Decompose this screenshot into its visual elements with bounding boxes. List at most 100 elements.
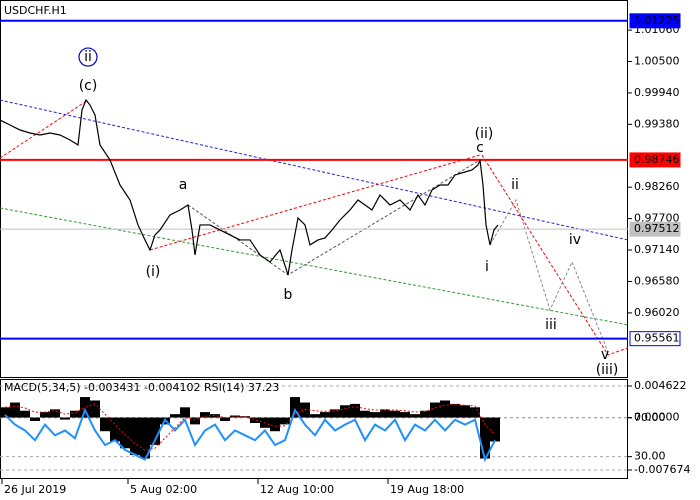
y-tick-label: 0.98260 [634, 180, 680, 193]
histogram-bar [170, 414, 180, 418]
histogram-bar [430, 402, 440, 418]
histogram-bar [250, 417, 260, 424]
histogram-bar [290, 397, 300, 418]
histogram-bar [180, 407, 190, 418]
trend-line [481, 154, 629, 356]
histogram-bar [370, 412, 380, 418]
histogram-bar [460, 405, 470, 418]
y-tick-label: 1.00500 [634, 54, 680, 67]
x-tick-label: 12 Aug 10:00 [260, 483, 334, 496]
histogram-bar [300, 402, 310, 418]
histogram-bar [360, 410, 370, 418]
y-tick-label: 0.00000 [634, 411, 680, 424]
histogram-bar [70, 410, 80, 418]
histogram-bar [490, 417, 500, 442]
y-tick-label: -0.007674 [634, 463, 690, 476]
y-tick-label: 70.00 [634, 411, 666, 424]
histogram-bar [130, 417, 140, 456]
histogram-bar [330, 409, 340, 418]
wave-label: (iii) [596, 362, 619, 378]
histogram-bar [140, 417, 150, 459]
wave-label: ii [84, 49, 92, 65]
signal-line [4, 403, 496, 451]
y-tick-label: 0.99380 [634, 117, 680, 130]
wave-label: v [601, 347, 609, 363]
histogram-bar [350, 403, 360, 418]
histogram-bar [20, 410, 30, 418]
histogram-bar [230, 415, 240, 418]
y-tick-label: 0.96580 [634, 274, 680, 287]
x-tick-label: 26 Jul 2019 [4, 483, 66, 496]
wave-label: a [179, 177, 188, 193]
histogram-bar [470, 407, 480, 418]
histogram-bar [60, 417, 70, 420]
y-tick-label: 0.004622 [634, 379, 687, 392]
histogram-bar [220, 417, 230, 421]
histogram-bar [410, 414, 420, 418]
level-label: 0.98746 [634, 153, 680, 166]
y-tick-label: 30.00 [634, 450, 666, 463]
wave-label: (ii) [475, 126, 494, 142]
level-label: 0.97512 [634, 222, 680, 235]
histogram-bar [390, 410, 400, 418]
histogram-bar [200, 412, 210, 418]
trend-line [0, 99, 89, 159]
level-box [629, 152, 681, 168]
histogram-bar [90, 400, 100, 418]
histogram-bar [310, 414, 320, 418]
histogram-bar [340, 405, 350, 418]
level-box [629, 221, 681, 237]
price-line [0, 98, 499, 276]
histogram-bar [120, 417, 130, 449]
x-tick-label: 19 Aug 18:00 [390, 483, 464, 496]
main-frame [0, 0, 628, 378]
wave-label: (i) [146, 264, 161, 280]
trend-line [489, 198, 609, 353]
histogram-bar [0, 407, 10, 418]
y-tick-label: 0.97700 [634, 212, 680, 225]
rsi-line [4, 407, 496, 463]
histogram-bar [80, 397, 90, 418]
histogram-bar [150, 417, 160, 445]
histogram-bar [270, 417, 280, 432]
wave-label: (c) [79, 78, 98, 94]
chart-title: USDCHF.H1 [4, 4, 67, 17]
indicator-frame [0, 379, 628, 479]
histogram-bar [480, 417, 490, 459]
trend-line [0, 207, 629, 326]
level-label: 0.95561 [634, 332, 680, 345]
level-box [629, 13, 681, 29]
histogram-bar [110, 417, 120, 442]
histogram-bar [100, 417, 110, 432]
histogram-bar [320, 412, 330, 418]
histogram-bar [450, 403, 460, 418]
x-tick-label: 5 Aug 02:00 [130, 483, 197, 496]
histogram-bar [440, 400, 450, 418]
histogram-bar [190, 417, 200, 425]
wave-label: b [284, 287, 293, 303]
histogram-bar [30, 417, 40, 421]
wave-label: iv [569, 232, 581, 248]
histogram-bar [380, 409, 390, 418]
histogram-bar [280, 417, 290, 425]
trend-line [149, 154, 481, 251]
level-box [629, 331, 681, 347]
histogram-bar [420, 410, 430, 418]
histogram-bar [50, 409, 60, 418]
wave-label: iii [545, 317, 557, 333]
y-tick-label: 0.96020 [634, 306, 680, 319]
wave-label: i [485, 259, 489, 275]
wave-label: c [476, 140, 484, 156]
histogram-bar [40, 412, 50, 418]
histogram-bar [210, 414, 220, 418]
wave-circle [78, 47, 98, 67]
histogram-bar [10, 402, 20, 418]
y-tick-label: 0.99940 [634, 86, 680, 99]
wave-label: ii [511, 177, 519, 193]
level-label: 1.01225 [634, 14, 680, 27]
histogram-bar [400, 412, 410, 418]
y-tick-label: 0.97140 [634, 243, 680, 256]
indicator-title: MACD(5,34,5) -0.003431 -0.004102 RSI(14)… [4, 381, 279, 394]
